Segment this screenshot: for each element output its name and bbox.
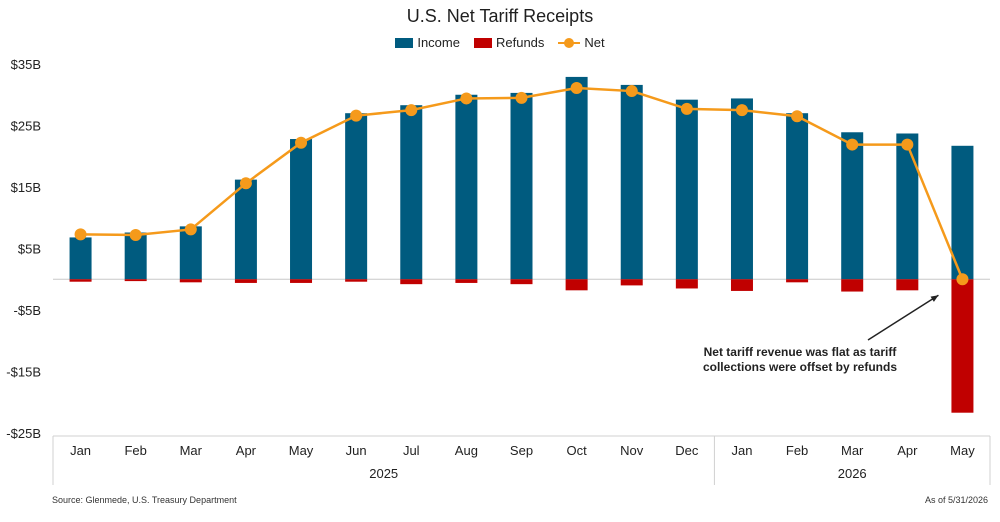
legend-label-income: Income bbox=[417, 35, 460, 50]
chart-annotation: Net tariff revenue was flat as tariff co… bbox=[702, 345, 898, 374]
annotation-arrow-head bbox=[930, 295, 939, 302]
bar-income bbox=[565, 76, 588, 280]
bar-refunds bbox=[786, 279, 809, 283]
bar-income bbox=[730, 98, 753, 280]
net-point bbox=[956, 273, 969, 286]
bar-income bbox=[345, 113, 368, 280]
x-tick-label: Feb bbox=[786, 443, 808, 458]
net-point bbox=[846, 138, 859, 151]
legend-item-refunds: Refunds bbox=[473, 35, 545, 50]
y-tick-label: $5B bbox=[18, 242, 41, 257]
y-tick-label: $15B bbox=[11, 180, 41, 195]
legend-swatch-refunds bbox=[473, 37, 492, 48]
x-tick-label: Feb bbox=[124, 443, 146, 458]
x-tick-label: Jun bbox=[346, 443, 367, 458]
y-tick-label: $35B bbox=[11, 57, 41, 72]
x-tick-label: May bbox=[950, 443, 975, 458]
bar-refunds bbox=[234, 279, 257, 283]
y-tick-label: -$15B bbox=[6, 365, 41, 380]
x-tick-label: Aug bbox=[455, 443, 478, 458]
x-tick-label: Dec bbox=[675, 443, 699, 458]
legend-label-net: Net bbox=[584, 35, 605, 50]
y-tick-label: -$5B bbox=[14, 303, 41, 318]
x-tick-label: Oct bbox=[567, 443, 588, 458]
net-point bbox=[460, 92, 473, 105]
net-point bbox=[735, 104, 748, 117]
bar-income bbox=[620, 84, 643, 280]
x-tick-label: Jan bbox=[70, 443, 91, 458]
year-group-label: 2026 bbox=[838, 466, 867, 481]
bar-refunds bbox=[69, 279, 92, 282]
net-point bbox=[350, 109, 363, 122]
bar-refunds bbox=[124, 279, 147, 282]
legend-item-income: Income bbox=[395, 35, 460, 50]
bar-income bbox=[786, 113, 809, 280]
net-point bbox=[680, 102, 693, 115]
net-point bbox=[405, 104, 418, 117]
bar-refunds bbox=[730, 279, 753, 291]
x-tick-label: Sep bbox=[510, 443, 533, 458]
bar-income bbox=[896, 133, 919, 280]
as-of-note: As of 5/31/2026 bbox=[924, 495, 988, 505]
x-tick-label: Apr bbox=[897, 443, 918, 458]
net-point bbox=[184, 223, 197, 236]
net-point bbox=[625, 85, 638, 98]
y-tick-label: -$25B bbox=[6, 426, 41, 441]
bar-income bbox=[951, 145, 974, 280]
bar-refunds bbox=[620, 279, 643, 286]
x-tick-label: Mar bbox=[180, 443, 203, 458]
year-group-label: 2025 bbox=[369, 466, 398, 481]
legend-label-refunds: Refunds bbox=[495, 35, 545, 50]
bar-income bbox=[675, 99, 698, 280]
bar-refunds bbox=[345, 279, 368, 282]
net-point bbox=[239, 177, 252, 190]
x-tick-label: Jan bbox=[731, 443, 752, 458]
bar-income bbox=[510, 92, 533, 280]
y-tick-label: $25B bbox=[11, 119, 41, 134]
bar-income bbox=[69, 237, 92, 280]
bar-income bbox=[455, 94, 478, 280]
bar-refunds bbox=[455, 279, 478, 283]
bar-refunds bbox=[400, 279, 423, 285]
bar-income bbox=[400, 105, 423, 280]
bar-income bbox=[179, 226, 202, 280]
x-tick-label: Nov bbox=[620, 443, 644, 458]
x-tick-label: Mar bbox=[841, 443, 864, 458]
chart-title: U.S. Net Tariff Receipts bbox=[406, 6, 594, 26]
net-point bbox=[901, 138, 914, 151]
x-tick-label: Jul bbox=[403, 443, 420, 458]
net-point bbox=[791, 110, 804, 123]
bar-refunds bbox=[510, 279, 533, 285]
bar-income bbox=[124, 232, 147, 280]
legend-swatch-net bbox=[558, 37, 581, 48]
bar-income bbox=[841, 132, 864, 280]
net-point bbox=[515, 91, 528, 104]
legend-swatch-income bbox=[395, 37, 414, 48]
chart-legend: Income Refunds Net bbox=[0, 35, 1000, 50]
bar-refunds bbox=[675, 279, 698, 289]
source-note: Source: Glenmede, U.S. Treasury Departme… bbox=[52, 495, 237, 505]
net-point bbox=[295, 136, 308, 149]
net-point bbox=[74, 228, 87, 241]
annotation-arrow-line bbox=[867, 294, 939, 341]
net-point bbox=[129, 228, 142, 241]
bar-refunds bbox=[290, 279, 313, 283]
bar-income bbox=[290, 139, 313, 280]
x-tick-label: Apr bbox=[236, 443, 257, 458]
x-tick-label: May bbox=[289, 443, 314, 458]
bar-refunds bbox=[951, 279, 974, 413]
bar-refunds bbox=[179, 279, 202, 283]
legend-item-net: Net bbox=[558, 35, 605, 50]
bar-refunds bbox=[896, 279, 919, 291]
bar-income bbox=[234, 179, 257, 280]
bar-refunds bbox=[841, 279, 864, 292]
bar-refunds bbox=[565, 279, 588, 291]
net-point bbox=[570, 81, 583, 94]
